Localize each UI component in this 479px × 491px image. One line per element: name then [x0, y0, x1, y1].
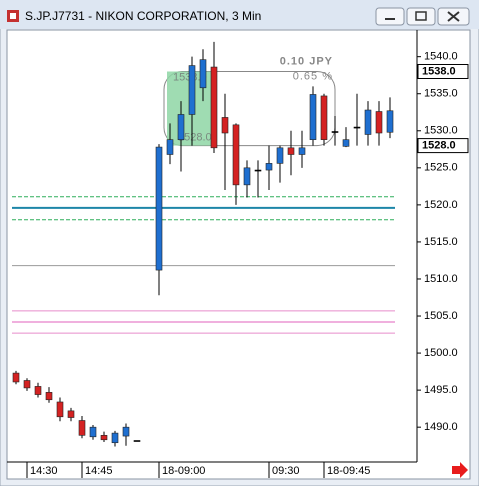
candle-body [353, 126, 361, 129]
candle-body [276, 147, 284, 164]
candle-body [67, 410, 75, 418]
y-tick-label: 1515.0 [424, 236, 458, 248]
candle-body [166, 139, 174, 155]
measure-change: 0.10 JPY [280, 55, 333, 67]
candle-body [386, 110, 394, 133]
candle-body [210, 66, 218, 149]
candle-body [56, 401, 64, 418]
close-button[interactable] [437, 7, 470, 26]
candle-body [331, 131, 339, 133]
y-tick-label: 1540.0 [424, 51, 458, 63]
x-tick-label: 14:30 [30, 465, 58, 477]
candle-body [199, 59, 207, 89]
candle-body [375, 111, 383, 134]
candle-body [23, 380, 31, 389]
price-marker-box [417, 138, 469, 154]
y-tick-label: 1495.0 [424, 384, 458, 396]
y-tick-label: 1525.0 [424, 162, 458, 174]
candle-body [89, 426, 97, 438]
candle-body [100, 435, 108, 441]
candle-body [342, 139, 350, 147]
measure-box [163, 70, 336, 147]
y-tick-label: 1500.0 [424, 347, 458, 359]
candle-body [232, 124, 240, 186]
price-marker-label: 1538.0 [422, 65, 456, 77]
y-tick-label: 1510.0 [424, 273, 458, 285]
y-tick-label: 1520.0 [424, 199, 458, 211]
chart-area [6, 29, 471, 480]
y-tick-label: 1535.0 [424, 88, 458, 100]
candle-body [78, 420, 86, 436]
x-tick-label: 18-09:45 [327, 465, 370, 477]
candle-body [364, 109, 372, 135]
candle-body [309, 94, 317, 140]
candle-body [12, 372, 20, 383]
window-title: S.JP.J7731 - NIKON CORPORATION, 3 Min [25, 9, 261, 23]
candle-body [243, 167, 251, 186]
candle-body [298, 147, 306, 155]
price-marker-label: 1528.0 [422, 140, 456, 152]
candle-body [111, 432, 119, 444]
candle-body [188, 65, 196, 115]
candle-body [177, 114, 185, 140]
candle-body [155, 146, 163, 271]
candle-body [320, 95, 328, 140]
y-tick-label: 1505.0 [424, 310, 458, 322]
y-tick-label: 1530.0 [424, 125, 458, 137]
candle-body [287, 147, 295, 155]
measure-low-label: 1528.0 [178, 132, 212, 144]
candle-body [254, 169, 262, 172]
x-tick-label: 18-09:00 [162, 465, 205, 477]
scroll-arrow[interactable] [452, 462, 468, 478]
y-tick-label: 1490.0 [424, 421, 458, 433]
candle-body [133, 440, 141, 442]
candle-body [221, 117, 229, 134]
restore-button[interactable] [406, 7, 436, 26]
price-marker-box [417, 63, 469, 79]
candle-body [45, 392, 53, 401]
measure-percent: 0.65 % [293, 70, 333, 82]
minimize-button[interactable] [375, 7, 405, 26]
candle-body [265, 163, 273, 171]
candle-body [34, 386, 42, 395]
x-tick-label: 09:30 [272, 465, 300, 477]
x-tick-label: 14:45 [85, 465, 113, 477]
candle-body [122, 426, 130, 437]
app-icon-inner [10, 13, 16, 19]
